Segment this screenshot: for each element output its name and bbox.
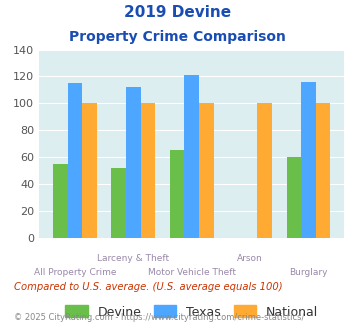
Text: Property Crime Comparison: Property Crime Comparison xyxy=(69,30,286,44)
Bar xyxy=(316,103,331,238)
Bar xyxy=(111,168,126,238)
Bar xyxy=(301,82,316,238)
Text: Burglary: Burglary xyxy=(289,268,328,277)
Bar xyxy=(53,164,67,238)
Bar xyxy=(286,157,301,238)
Bar xyxy=(257,103,272,238)
Bar xyxy=(82,103,97,238)
Text: © 2025 CityRating.com - https://www.cityrating.com/crime-statistics/: © 2025 CityRating.com - https://www.city… xyxy=(14,313,305,322)
Text: Motor Vehicle Theft: Motor Vehicle Theft xyxy=(148,268,236,277)
Bar xyxy=(67,83,82,238)
Bar xyxy=(184,75,199,238)
Text: Arson: Arson xyxy=(237,254,263,263)
Text: Larceny & Theft: Larceny & Theft xyxy=(97,254,169,263)
Text: All Property Crime: All Property Crime xyxy=(34,268,116,277)
Bar xyxy=(199,103,214,238)
Bar xyxy=(126,87,141,238)
Text: 2019 Devine: 2019 Devine xyxy=(124,5,231,20)
Legend: Devine, Texas, National: Devine, Texas, National xyxy=(60,300,323,323)
Bar xyxy=(170,150,184,238)
Text: Compared to U.S. average. (U.S. average equals 100): Compared to U.S. average. (U.S. average … xyxy=(14,282,283,292)
Bar xyxy=(141,103,155,238)
